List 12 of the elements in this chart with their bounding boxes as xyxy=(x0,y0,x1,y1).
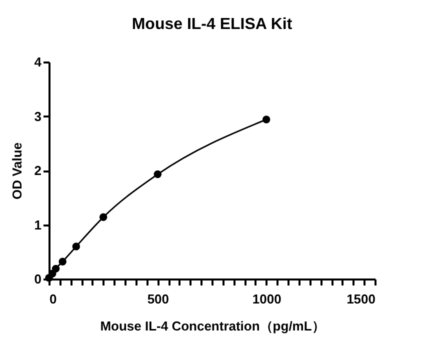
y-tick-label: 4 xyxy=(34,54,42,70)
chart-title: Mouse IL-4 ELISA Kit xyxy=(132,16,293,33)
y-axis-title: OD Value xyxy=(9,142,24,200)
y-tick-label: 2 xyxy=(34,163,42,178)
x-tick-label: 0 xyxy=(50,292,57,306)
y-tick-label: 1 xyxy=(34,217,42,232)
y-tick-label: 0 xyxy=(34,272,42,286)
x-axis-title: Mouse IL-4 Concentration（pg/mL） xyxy=(100,318,325,334)
x-tick-label: 500 xyxy=(147,292,170,306)
x-tick-label: 1500 xyxy=(346,292,376,306)
x-tick-label: 1000 xyxy=(252,292,282,306)
y-tick-label: 3 xyxy=(34,108,42,124)
